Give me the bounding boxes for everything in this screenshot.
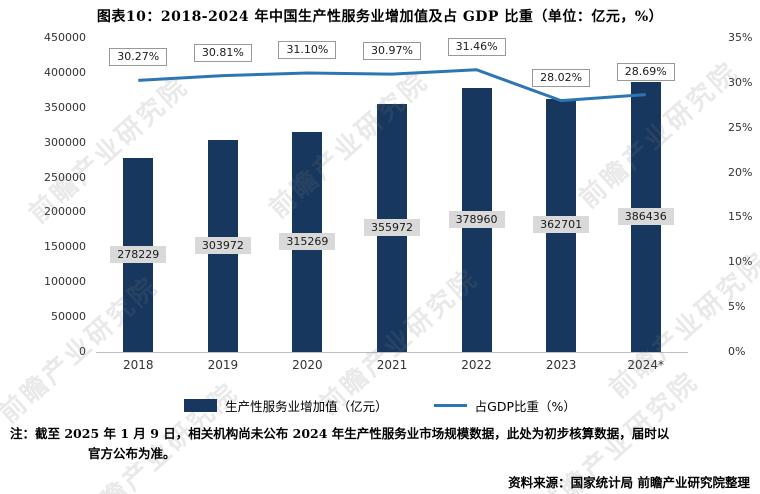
line-value-label: 30.81%: [193, 43, 252, 62]
right-axis-tick-label: 25%: [728, 120, 753, 134]
line-value-label: 28.69%: [616, 62, 675, 81]
line-value-label: 31.10%: [278, 40, 337, 59]
right-axis-tick-label: 20%: [728, 165, 753, 179]
bar-value-label: 386436: [617, 208, 674, 226]
legend-line-label: 占GDP比重（%）: [474, 399, 576, 414]
y-axis-tick-label: 400000: [44, 65, 86, 79]
chart-canvas: 0 50000 100000 150000 200000 250000 300000 3500…: [44, 31, 753, 372]
gdp-ratio-line: [138, 68, 646, 103]
y-axis-tick-label: 250000: [44, 170, 86, 184]
footnote-line-2: 官方公布为准。: [88, 446, 176, 461]
x-axis-tick-label: 2023: [545, 358, 577, 372]
right-axis-tick-label: 5%: [728, 300, 746, 314]
line-value-label: 31.46%: [447, 37, 506, 56]
x-axis-tick-label: 2021: [376, 358, 408, 372]
bar-value-label: 315269: [279, 233, 336, 250]
source-line: 资料来源：国家统计局 前瞻产业研究院整理: [508, 475, 750, 490]
legend-item-line-series: 占GDP比重（%）: [433, 396, 576, 415]
x-axis-tick-label: 2024*: [627, 358, 664, 372]
footnote-line-1: 注：截至 2025 年 1 月 9 日，相关机构尚未公布 2024 年生产性服务…: [10, 426, 670, 441]
x-axis-tick-label: 2020: [292, 358, 323, 372]
legend-bar-label: 生产性服务业增加值（亿元）: [225, 399, 388, 414]
y-axis-tick-label: 100000: [44, 275, 86, 289]
right-axis-tick-label: 30%: [728, 75, 753, 89]
line-value-label: 30.27%: [109, 48, 168, 67]
y-axis-tick-label: 450000: [44, 31, 86, 44]
right-axis-tick-label: 0%: [728, 345, 746, 358]
line-value-label: 30.97%: [363, 42, 421, 61]
x-axis-tick-label: 2019: [207, 358, 239, 372]
bar-series-marker: [184, 399, 218, 412]
line-value-label: 28.02%: [532, 68, 591, 87]
bar-value-label: 303972: [194, 236, 251, 254]
y-axis-tick-label: 200000: [44, 205, 86, 219]
right-axis-tick-label: 35%: [728, 31, 753, 44]
y-axis-tick-label: 50000: [51, 310, 86, 324]
right-axis-tick-label: 10%: [728, 255, 753, 269]
bar-value-label: 355972: [364, 218, 420, 236]
x-axis-tick-label: 2018: [123, 358, 154, 372]
footnote: 注：截至 2025 年 1 月 9 日，相关机构尚未公布 2024 年生产性服务…: [10, 424, 748, 464]
y-axis-tick-label: 300000: [44, 135, 86, 149]
chart-title: 图表10：2018-2024 年中国生产性服务业增加值及占 GDP 比重（单位：…: [96, 9, 664, 25]
y-axis-tick-label: 0: [79, 345, 86, 358]
legend-item-bar-series: 生产性服务业增加值（亿元）: [184, 396, 388, 415]
bar-value-label: 362701: [533, 216, 590, 234]
y-axis-tick-label: 350000: [44, 100, 86, 114]
right-axis-tick-label: 15%: [728, 210, 753, 224]
x-axis-tick-label: 2022: [461, 358, 492, 372]
line-series-marker: [433, 404, 467, 407]
legend: 生产性服务业增加值（亿元） 占GDP比重（%）: [0, 396, 760, 415]
bar-value-label: 378960: [448, 210, 505, 228]
x-axis-line: [96, 352, 688, 353]
y-axis-tick-label: 150000: [44, 240, 86, 254]
bar-value-label: 278229: [110, 245, 167, 263]
line-path: [138, 68, 646, 103]
